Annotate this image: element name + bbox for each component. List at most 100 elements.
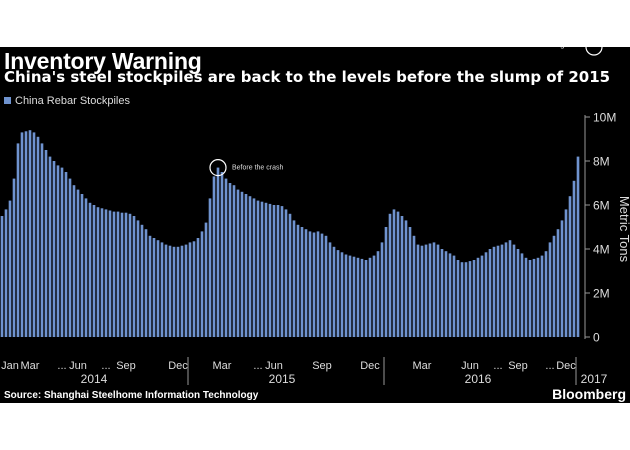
y-tick-label: 2M <box>593 287 610 301</box>
bar <box>336 250 340 337</box>
legend: China Rebar Stockpiles <box>4 95 130 107</box>
bar <box>404 220 408 337</box>
bar <box>500 244 504 337</box>
chart-card: Inventory Warning China's steel stockpil… <box>0 47 630 403</box>
bar <box>328 242 332 337</box>
x-tick-label: Mar <box>413 360 432 372</box>
bar <box>144 229 148 337</box>
bar <box>24 131 28 337</box>
bar <box>532 258 536 337</box>
bar <box>448 253 452 337</box>
bar <box>420 245 424 337</box>
bar <box>484 252 488 337</box>
bar <box>452 255 456 337</box>
chart-title: Inventory Warning <box>4 48 202 74</box>
year-label: 2016 <box>465 372 492 386</box>
bar <box>248 196 252 337</box>
bar <box>84 198 88 337</box>
annotation-label: New Yearsurge <box>547 47 582 49</box>
chart-subtitle: China's steel stockpiles are back to the… <box>4 68 611 86</box>
bar <box>508 240 512 337</box>
bar <box>276 205 280 337</box>
bar <box>236 189 240 337</box>
bar <box>268 203 272 337</box>
y-tick-label: 10M <box>593 111 616 125</box>
bar <box>304 229 308 337</box>
bar <box>516 249 520 337</box>
bar <box>400 216 404 337</box>
bar <box>172 246 176 337</box>
bar <box>216 167 220 337</box>
bar <box>504 242 508 337</box>
x-tick-label: Sep <box>508 360 528 372</box>
bar <box>48 156 52 337</box>
bar <box>280 206 284 337</box>
bar <box>212 176 216 337</box>
x-tick-label: Jun <box>265 360 283 372</box>
year-label: 2014 <box>81 372 108 386</box>
bar <box>232 185 236 337</box>
bar <box>156 240 160 337</box>
x-tick-label: Sep <box>312 360 332 372</box>
bar <box>536 257 540 337</box>
bar <box>152 238 156 337</box>
bar <box>300 227 304 337</box>
bar <box>356 257 360 337</box>
bar <box>524 257 528 337</box>
year-label: 2017 <box>581 372 608 386</box>
x-tick-label: ... <box>545 360 554 372</box>
bar <box>40 143 44 337</box>
bar <box>72 185 76 337</box>
bar <box>472 260 476 337</box>
bar <box>432 242 436 337</box>
bar <box>288 213 292 337</box>
bar <box>376 251 380 337</box>
bar <box>12 178 16 337</box>
x-tick-label: Jun <box>69 360 87 372</box>
x-tick-label: Dec <box>556 360 576 372</box>
brand-logo: Bloomberg <box>552 386 626 402</box>
bar <box>228 183 232 337</box>
x-tick-label: ... <box>101 360 110 372</box>
year-label: 2015 <box>269 372 296 386</box>
bar <box>0 216 4 337</box>
bar <box>548 242 552 337</box>
bar <box>572 180 576 337</box>
y-tick-label: 8M <box>593 155 610 169</box>
bar <box>8 200 12 337</box>
bar <box>188 242 192 337</box>
bar <box>540 255 544 337</box>
bar <box>76 189 80 337</box>
bar <box>272 205 276 337</box>
bar <box>460 262 464 337</box>
bar <box>184 244 188 337</box>
bar <box>192 241 196 337</box>
x-tick-label: Mar <box>213 360 232 372</box>
bar <box>312 232 316 337</box>
bar <box>116 211 120 337</box>
bar <box>440 249 444 337</box>
annotation-circle <box>585 47 603 56</box>
bar <box>456 260 460 337</box>
bar <box>32 132 36 337</box>
bar <box>284 209 288 337</box>
x-tick-label: Jan <box>1 360 19 372</box>
bar <box>464 262 468 337</box>
bar <box>52 161 56 337</box>
bar <box>220 172 224 337</box>
bar <box>364 260 368 337</box>
bar <box>344 254 348 337</box>
bar <box>260 201 264 337</box>
bar <box>528 260 532 337</box>
bar <box>560 220 564 337</box>
x-tick-label: ... <box>253 360 262 372</box>
bar <box>164 244 168 337</box>
bar <box>244 194 248 337</box>
bar <box>240 191 244 337</box>
bar <box>408 227 412 337</box>
bar <box>4 209 8 337</box>
annotation-line: New Year <box>547 47 582 49</box>
bar <box>552 235 556 337</box>
bar <box>196 238 200 337</box>
x-tick-label: ... <box>493 360 502 372</box>
